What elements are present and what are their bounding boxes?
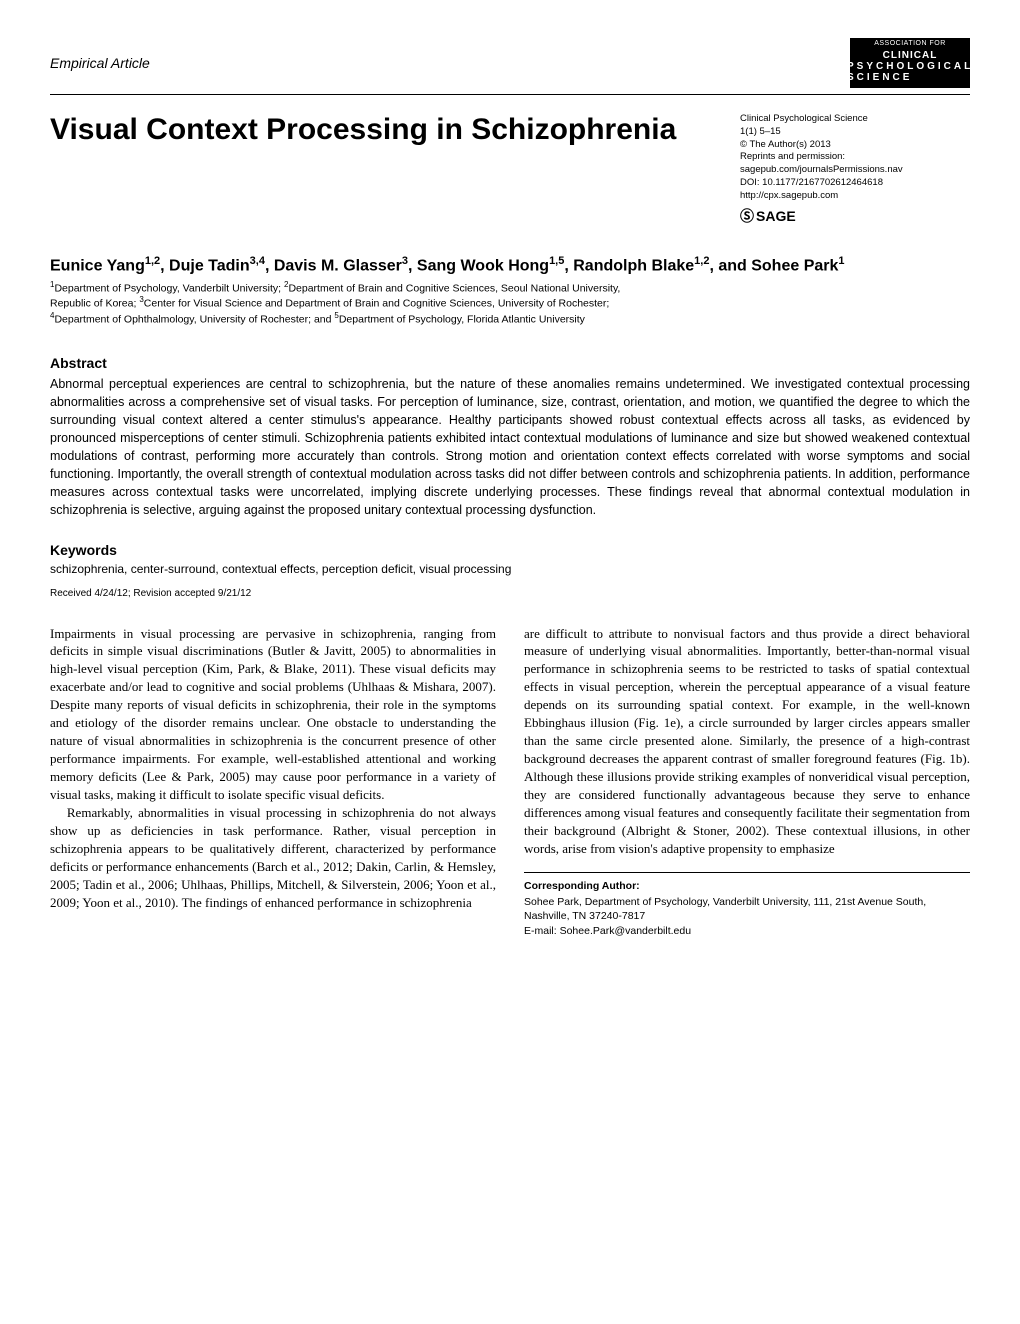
body-paragraph: Remarkably, abnormalities in visual proc… [50,804,496,912]
affiliations: 1Department of Psychology, Vanderbilt Un… [50,280,650,327]
body-paragraph: are difficult to attribute to nonvisual … [524,625,970,858]
abstract-heading: Abstract [50,355,970,371]
abstract-text: Abnormal perceptual experiences are cent… [50,375,970,520]
logo-association-text: ASSOCIATION FOR [874,40,946,48]
received-dates: Received 4/24/12; Revision accepted 9/21… [50,588,970,599]
logo-clinical-text: CLINICAL [883,48,938,61]
journal-meta-line: Reprints and permission: [740,151,970,164]
journal-meta-line: DOI: 10.1177/2167702612464618 [740,177,970,190]
authors: Eunice Yang1,2, Duje Tadin3,4, Davis M. … [50,254,970,277]
title-row: Visual Context Processing in Schizophren… [50,113,970,226]
journal-meta-line: sagepub.com/journalsPermissions.nav [740,164,970,177]
article-type-label: Empirical Article [50,55,150,71]
aps-logo: ASSOCIATION FOR CLINICAL PSYCHOLOGICAL S… [850,38,970,88]
corresponding-rule [524,872,970,873]
header-rule [50,94,970,95]
keywords-text: schizophrenia, center-surround, contextu… [50,562,970,576]
corresponding-body: Sohee Park, Department of Psychology, Va… [524,895,970,938]
body-columns: Impairments in visual processing are per… [50,625,970,938]
corresponding-line: Sohee Park, Department of Psychology, Va… [524,895,970,923]
body-paragraph: Impairments in visual processing are per… [50,625,496,804]
left-column: Impairments in visual processing are per… [50,625,496,938]
corresponding-line: E-mail: Sohee.Park@vanderbilt.edu [524,924,970,938]
journal-meta-line: 1(1) 5–15 [740,126,970,139]
header-row: Empirical Article ASSOCIATION FOR CLINIC… [50,38,970,88]
keywords-heading: Keywords [50,542,970,558]
sage-logo: SAGE [740,207,970,226]
journal-meta: Clinical Psychological Science 1(1) 5–15… [740,113,970,226]
logo-psysci-text: PSYCHOLOGICAL SCIENCE [847,61,973,86]
journal-meta-line: Clinical Psychological Science [740,113,970,126]
article-title: Visual Context Processing in Schizophren… [50,113,740,148]
journal-meta-line: © The Author(s) 2013 [740,139,970,152]
right-column: are difficult to attribute to nonvisual … [524,625,970,938]
journal-meta-line: http://cpx.sagepub.com [740,190,970,203]
corresponding-heading: Corresponding Author: [524,879,970,893]
